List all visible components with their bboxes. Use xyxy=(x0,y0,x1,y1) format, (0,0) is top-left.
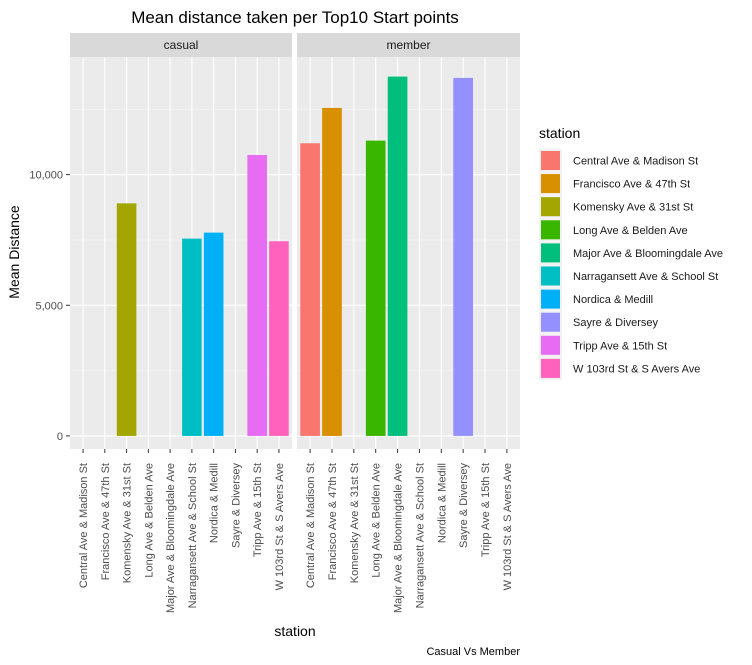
bar-casual-10 xyxy=(269,241,289,436)
x-tick-label: Komensky Ave & 31st St xyxy=(122,463,134,583)
legend-label: Long Ave & Belden Ave xyxy=(573,225,688,237)
panel-casual: casual Central Ave & Madison St Francisco … xyxy=(70,33,292,613)
legend-swatch xyxy=(541,358,560,378)
legend-label: Major Ave & Bloomingdale Ave xyxy=(573,248,723,260)
x-tick-label: Central Ave & Madison St xyxy=(305,463,317,588)
bar-member-1 xyxy=(300,143,320,436)
legend-items: Central Ave & Madison St Francisco Ave & … xyxy=(539,149,723,380)
y-axis-label: Mean Distance xyxy=(6,205,22,299)
x-tick-label: Major Ave & Bloomingdale Ave xyxy=(393,463,405,613)
facet-strip-label: member xyxy=(386,38,430,52)
legend-label: Komensky Ave & 31st St xyxy=(573,202,693,214)
x-tick-label: Nordica & Medill xyxy=(436,463,448,543)
x-tick-label: Tripp Ave & 15th St xyxy=(480,463,492,557)
bar-casual-9 xyxy=(247,155,267,436)
x-tick-label: Nordica & Medill xyxy=(209,463,221,543)
legend-label: W 103rd St & S Avers Ave xyxy=(573,363,700,375)
x-tick-label: Tripp Ave & 15th St xyxy=(252,463,264,557)
x-axis-label: station xyxy=(274,623,315,639)
legend-swatch xyxy=(541,220,560,240)
legend-label: Central Ave & Madison St xyxy=(573,156,698,168)
facet-strip xyxy=(297,33,520,57)
x-tick-label: Francisco Ave & 47th St xyxy=(100,463,112,580)
legend-label: Sayre & Diversey xyxy=(573,317,658,329)
legend-swatch xyxy=(541,151,560,170)
y-tick-label: 5,000 xyxy=(35,300,63,312)
chart-title: Mean distance taken per Top10 Start poin… xyxy=(131,8,459,27)
facet-panels: casual Central Ave & Madison St Francisco … xyxy=(70,33,520,613)
x-tick-label: Central Ave & Madison St xyxy=(78,463,90,588)
legend-label: Tripp Ave & 15th St xyxy=(573,340,667,352)
x-tick-label: Sayre & Diversey xyxy=(230,463,242,548)
bar-casual-7 xyxy=(203,232,224,436)
bar-member-8 xyxy=(453,77,473,436)
bar-member-5 xyxy=(387,76,408,436)
x-tick-label: Narragansett Ave & School St xyxy=(414,463,426,608)
facet-strip xyxy=(70,33,292,57)
x-tick-label: Francisco Ave & 47th St xyxy=(327,463,339,580)
y-tick-label: 0 xyxy=(57,431,63,443)
bar-casual-6 xyxy=(182,238,202,436)
x-tick-label: Narragansett Ave & School St xyxy=(187,463,199,608)
legend-label: Nordica & Medill xyxy=(573,294,653,306)
x-tick-label: W 103rd St & S Avers Ave xyxy=(274,463,286,590)
x-tick-label: Komensky Ave & 31st St xyxy=(349,463,361,583)
legend-swatch xyxy=(541,174,560,194)
x-tick-label: Major Ave & Bloomingdale Ave xyxy=(165,463,177,613)
legend-swatch xyxy=(541,197,560,217)
facet-strip-label: casual xyxy=(164,38,199,52)
legend-label: Narragansett Ave & School St xyxy=(573,271,718,283)
legend-swatch xyxy=(541,335,560,355)
bar-member-4 xyxy=(365,140,386,436)
y-tick-label: 10,000 xyxy=(29,170,63,182)
legend-swatch xyxy=(541,312,560,332)
x-tick-label: W 103rd St & S Avers Ave xyxy=(502,463,514,590)
bar-casual-3 xyxy=(116,203,137,436)
legend-swatch xyxy=(541,266,560,286)
x-tick-label: Long Ave & Belden Ave xyxy=(143,463,155,578)
y-axis: 0 5,000 10,000 xyxy=(29,170,70,443)
legend-title: station xyxy=(539,125,580,141)
caption: Casual Vs Member xyxy=(426,646,520,658)
legend-swatch xyxy=(541,289,560,309)
legend-swatch xyxy=(541,243,560,263)
bar-member-2 xyxy=(322,107,342,436)
legend-label: Francisco Ave & 47th St xyxy=(573,179,690,191)
panel-member: member Central Ave & Madison St Francisco … xyxy=(297,33,520,613)
x-tick-label: Sayre & Diversey xyxy=(458,463,470,548)
x-tick-label: Long Ave & Belden Ave xyxy=(371,463,383,578)
legend: station Central Ave & Madison St Francisc… xyxy=(539,125,723,380)
